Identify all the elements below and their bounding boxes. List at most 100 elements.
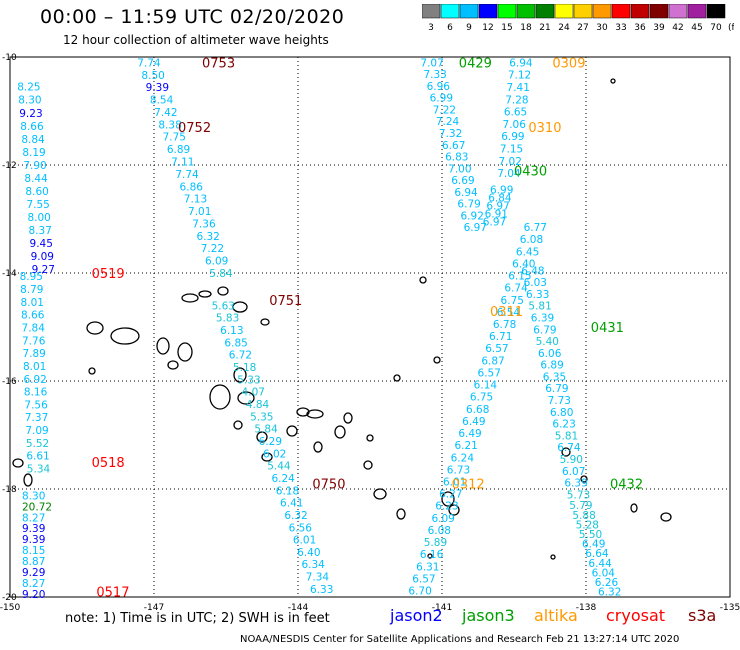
wave-height-value: 9.39	[146, 82, 169, 94]
wave-height-value: 7.28	[505, 94, 528, 106]
wave-height-value: 6.94	[509, 57, 533, 69]
wave-height-value: 6.21	[454, 440, 477, 452]
wave-height-value: 6.99	[501, 131, 524, 143]
wave-height-value: 7.89	[22, 348, 45, 360]
island-outline	[366, 434, 374, 442]
satellite-legend-item: altika	[534, 606, 578, 625]
wave-height-value: 8.44	[24, 173, 48, 185]
wave-height-value: 6.44	[588, 558, 612, 570]
wave-height-value: 5.34	[27, 463, 51, 475]
lat-tick-label: -14	[2, 269, 17, 279]
wave-height-value: 7.32	[439, 128, 462, 140]
island-outline	[313, 441, 323, 453]
pass-time-label: 0750	[312, 478, 345, 493]
wave-height-value: 6.33	[526, 289, 549, 301]
wave-height-value: 6.07	[562, 466, 585, 478]
legend-label: 6	[447, 23, 453, 32]
legend-swatch	[516, 4, 536, 19]
wave-height-value: 6.31	[416, 561, 439, 573]
wave-height-value: 6.85	[224, 337, 247, 349]
legend-label: 18	[520, 23, 532, 32]
lat-tick-label: -16	[2, 377, 17, 387]
wave-height-value: 7.12	[508, 70, 531, 82]
legend-swatch	[459, 4, 479, 19]
wave-height-value: 6.39	[564, 478, 587, 490]
wave-height-value: 5.18	[233, 362, 256, 374]
wave-height-value: 8.66	[20, 121, 44, 133]
wave-height-value: 5.63	[212, 300, 235, 312]
legend-swatch	[592, 4, 612, 19]
wave-height-value: 7.24	[436, 116, 460, 128]
wave-height-value: 6.73	[447, 464, 470, 476]
wave-height-value: 6.04	[592, 567, 616, 579]
wave-height-value: 6.79	[533, 324, 556, 336]
wave-height-value: 8.37	[29, 225, 52, 237]
wave-height-value: 5.44	[267, 461, 291, 473]
wave-height-value: 8.60	[25, 186, 48, 198]
wave-height-value: 9.27	[32, 264, 55, 276]
wave-height-value: 8.95	[20, 271, 43, 283]
wave-height-value: 6.74	[504, 283, 528, 295]
island-outline	[86, 321, 104, 335]
wave-height-value: 8.50	[141, 70, 164, 82]
legend-label: 27	[577, 23, 588, 32]
wave-height-value: 6.16	[420, 549, 444, 561]
island-outline	[363, 460, 373, 470]
island-outline	[217, 286, 229, 296]
wave-height-value: 9.39	[22, 534, 45, 546]
wave-height-value: 6.23	[552, 419, 575, 431]
pass-time-label: 0429	[459, 56, 492, 71]
wave-height-value: 7.33	[423, 69, 446, 81]
legend-swatch	[649, 4, 669, 19]
legend-swatch	[706, 4, 726, 19]
wave-height-value: 5.83	[216, 313, 239, 325]
wave-height-value: 5.79	[569, 500, 592, 512]
pass-time-label: 0518	[92, 456, 125, 471]
wave-height-value: 6.97	[464, 222, 487, 234]
lat-tick-label: -18	[2, 485, 17, 495]
island-outline	[660, 512, 672, 522]
legend-label: 21	[539, 23, 550, 32]
island-outline	[448, 504, 460, 516]
island-outline	[233, 367, 247, 383]
wave-height-value: 5.50	[579, 529, 602, 541]
wave-height-value: 6.40	[297, 547, 320, 559]
map-title: 00:00 – 11:59 UTC 02/20/2020	[40, 6, 345, 28]
lon-tick-label: -135	[720, 603, 740, 613]
legend-swatch	[535, 4, 555, 19]
wave-height-value: 6.15	[508, 271, 531, 283]
wave-height-value: 6.14	[474, 380, 498, 392]
legend-label: 33	[615, 23, 626, 32]
wave-height-value: 4.07	[242, 387, 265, 399]
wave-height-value: 8.84	[21, 134, 45, 146]
wave-height-value: 7.56	[24, 399, 48, 411]
wave-height-value: 7.55	[26, 199, 49, 211]
wave-height-value: 9.09	[31, 251, 54, 263]
wave-height-value: 6.56	[289, 522, 313, 534]
wave-height-value: 6.83	[445, 152, 468, 164]
pass-time-label: 0432	[610, 478, 643, 493]
island-outline	[630, 503, 638, 513]
wave-height-value: 6.41	[280, 498, 303, 510]
island-outline	[260, 318, 270, 326]
wave-height-value: 7.04	[497, 168, 521, 180]
wave-height-value: 5.81	[528, 301, 551, 313]
pass-time-label: 0311	[490, 305, 523, 320]
legend-label: 36	[634, 23, 646, 32]
wave-height-value: 6.61	[26, 451, 49, 463]
wave-height-value: 7.90	[23, 160, 46, 172]
wave-height-value: 5.73	[567, 489, 590, 501]
wave-height-value: 7.07	[420, 57, 443, 69]
island-outline	[209, 384, 231, 410]
wave-height-value: 6.54	[497, 307, 521, 319]
wave-height-value: 6.79	[457, 199, 480, 211]
satellite-legend-item: s3a	[688, 606, 717, 625]
island-outline	[88, 367, 96, 375]
legend-label: 12	[482, 23, 493, 32]
wave-height-value: 8.38	[158, 119, 181, 131]
wave-height-value: 6.77	[524, 222, 547, 234]
island-outline	[334, 425, 346, 439]
wave-height-value: 6.27	[439, 489, 462, 501]
lon-tick-label: -144	[288, 603, 309, 613]
